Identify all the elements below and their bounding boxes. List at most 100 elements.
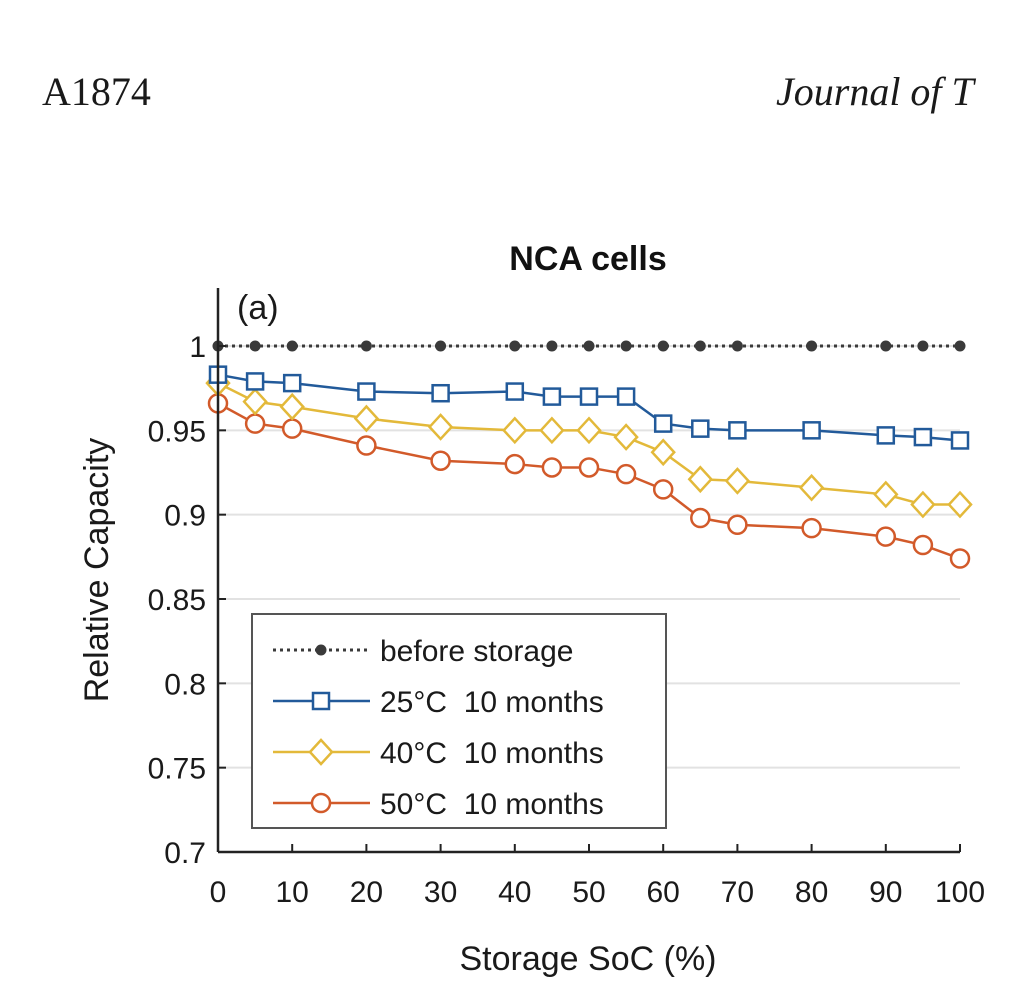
legend-marker-0 <box>315 644 327 656</box>
data-point-1 <box>653 414 673 433</box>
x-tick-label: 20 <box>350 876 383 909</box>
legend-label-3: 50°C 10 months <box>380 788 604 821</box>
data-point-1 <box>282 373 302 393</box>
y-tick-label: 0.7 <box>164 837 206 870</box>
data-point-3 <box>801 517 822 539</box>
x-tick-label: 70 <box>721 876 754 909</box>
data-point-1 <box>876 426 896 445</box>
data-point-2 <box>502 416 528 445</box>
data-point-1 <box>950 431 970 450</box>
data-point-0 <box>435 340 447 352</box>
data-point-2 <box>910 490 936 519</box>
legend-marker-1 <box>311 691 331 711</box>
data-point-3 <box>652 479 674 500</box>
journal-title: Journal of T <box>776 69 974 114</box>
data-point-1 <box>505 382 525 401</box>
data-point-3 <box>727 514 748 536</box>
x-tick-label: 90 <box>869 876 902 909</box>
data-point-3 <box>875 526 897 547</box>
data-point-3 <box>541 457 563 478</box>
x-tick-label: 60 <box>647 876 680 909</box>
chart-title: NCA cells <box>509 240 666 278</box>
data-point-3 <box>949 548 971 569</box>
series-line-3 <box>217 402 961 560</box>
data-point-2 <box>650 438 676 467</box>
data-point-2 <box>798 473 825 502</box>
data-point-0 <box>806 340 818 352</box>
data-point-2 <box>539 416 565 445</box>
y-tick-label: 0.85 <box>148 584 206 617</box>
data-point-0 <box>249 340 261 352</box>
x-tick-label: 100 <box>935 876 985 909</box>
data-point-1 <box>357 382 376 401</box>
data-point-3 <box>578 457 600 478</box>
data-point-3 <box>281 418 303 439</box>
data-point-2 <box>427 413 454 441</box>
data-point-3 <box>690 507 711 529</box>
data-point-0 <box>731 340 743 352</box>
data-point-1 <box>579 387 599 406</box>
data-point-0 <box>657 340 669 352</box>
data-point-0 <box>620 340 632 352</box>
data-point-2 <box>947 490 973 519</box>
data-point-1 <box>245 372 265 391</box>
data-point-0 <box>917 340 929 352</box>
series-line-1 <box>217 373 961 442</box>
data-point-3 <box>504 453 526 475</box>
x-tick-label: 0 <box>210 876 227 909</box>
y-tick-label: 0.9 <box>164 500 206 533</box>
data-point-1 <box>913 427 933 447</box>
data-point-3 <box>356 435 377 456</box>
data-point-2 <box>576 416 602 445</box>
x-tick-label: 50 <box>572 876 605 909</box>
data-point-1 <box>802 421 821 440</box>
y-tick-label: 1 <box>189 331 206 364</box>
data-point-2 <box>353 404 380 433</box>
axes <box>216 288 961 854</box>
data-point-2 <box>873 480 899 509</box>
data-point-2 <box>724 467 751 495</box>
legend-marker-2 <box>308 738 334 766</box>
y-tick-label: 0.95 <box>148 415 206 448</box>
series-line-2 <box>217 381 960 506</box>
series-lines <box>217 344 961 560</box>
data-point-0 <box>286 340 298 352</box>
data-point-3 <box>244 413 266 434</box>
x-tick-label: 80 <box>795 876 828 909</box>
page-number: A1874 <box>42 69 151 114</box>
x-tick-label: 30 <box>424 876 457 909</box>
legend-marker-3 <box>310 792 332 814</box>
data-point-3 <box>615 463 637 485</box>
x-tick-label: 40 <box>498 876 531 909</box>
data-point-0 <box>694 340 706 352</box>
data-point-2 <box>242 387 268 416</box>
legend-label-2: 40°C 10 months <box>380 737 604 770</box>
data-point-0 <box>583 340 595 352</box>
data-markers <box>205 340 973 569</box>
data-point-0 <box>360 340 372 352</box>
data-point-0 <box>880 340 892 352</box>
y-tick-label: 0.75 <box>148 753 206 786</box>
data-point-0 <box>954 340 966 352</box>
data-point-0 <box>509 340 521 352</box>
data-point-1 <box>728 421 747 440</box>
y-tick-label: 0.8 <box>164 668 206 701</box>
data-point-2 <box>687 465 713 494</box>
data-point-1 <box>691 419 710 438</box>
legend: before storage 25°C 10 months 40°C 10 mont… <box>251 613 667 829</box>
legend-label-0: before storage <box>380 635 573 668</box>
y-axis-label: Relative Capacity <box>78 438 116 703</box>
data-point-1 <box>616 387 636 406</box>
data-point-3 <box>430 450 451 471</box>
panel-label: (a) <box>237 289 279 327</box>
data-point-3 <box>912 534 934 556</box>
x-axis-label: Storage SoC (%) <box>460 940 717 978</box>
data-point-1 <box>542 387 562 406</box>
data-point-0 <box>546 340 558 352</box>
x-tick-label: 10 <box>276 876 309 909</box>
data-point-1 <box>431 383 450 403</box>
data-point-2 <box>279 392 305 421</box>
data-point-2 <box>613 423 639 451</box>
